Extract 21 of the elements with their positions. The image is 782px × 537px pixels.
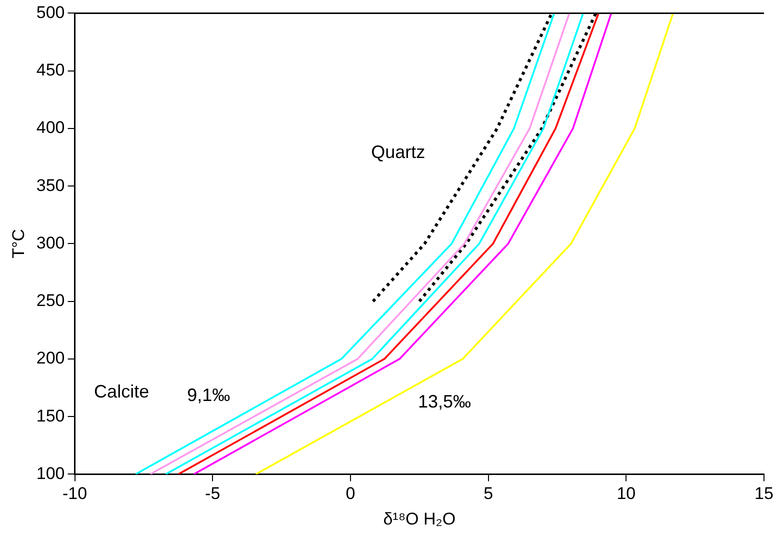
annotation: Quartz [371,142,426,162]
x-tick-label: -10 [62,484,88,504]
y-axis-title: T°C [8,228,28,258]
annotation: 13,5‰ [418,392,472,412]
y-tick-label: 350 [36,176,65,195]
annotation: 9,1‰ [187,384,230,405]
x-tick-label: 10 [616,484,636,504]
y-tick-label: 400 [36,118,65,138]
x-tick-label: 5 [484,484,494,504]
x-tick-label: 0 [346,484,356,504]
y-tick-label: 450 [36,60,65,80]
y-tick-label: 500 [36,2,65,22]
x-tick-label: -5 [205,484,220,504]
y-tick-label: 150 [36,406,65,426]
annotation: Calcite [94,382,150,402]
y-tick-label: 250 [36,291,65,310]
y-tick-label: 100 [36,464,65,483]
y-tick-label: 200 [36,348,65,368]
x-tick-label: 15 [754,484,774,504]
y-tick-label: 300 [36,233,65,252]
x-axis-title: δ¹⁸O H₂O [383,509,456,528]
